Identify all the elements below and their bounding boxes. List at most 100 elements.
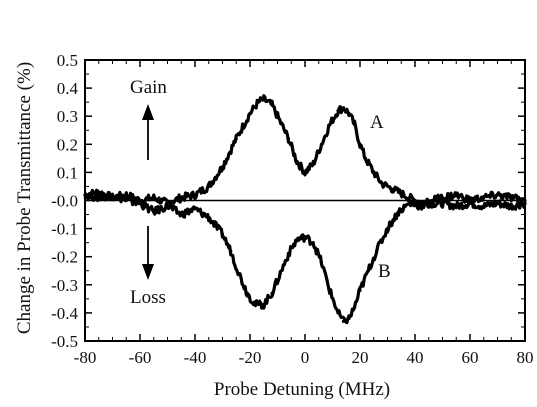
data-point-a: [482, 204, 486, 208]
series-layer: [83, 94, 527, 325]
data-point-b: [229, 249, 233, 253]
series-b-label: B: [378, 261, 391, 282]
data-point-b: [124, 198, 128, 203]
data-point-b: [278, 271, 282, 276]
data-point-a: [256, 100, 260, 104]
data-point-a: [319, 142, 324, 146]
data-point-b: [220, 232, 225, 236]
data-point-a: [347, 111, 351, 115]
data-point-b: [385, 227, 390, 231]
y-tick-label: -0.4: [51, 304, 78, 323]
data-point-a: [193, 193, 197, 197]
x-axis-title: Probe Detuning (MHz): [214, 379, 390, 400]
data-point-a: [286, 137, 291, 141]
data-point-b: [303, 235, 307, 239]
data-point-a: [303, 170, 307, 174]
data-point-b: [193, 207, 197, 211]
y-tick-label: -0.2: [51, 248, 78, 267]
data-point-a: [262, 97, 266, 101]
data-point-a: [454, 204, 458, 208]
data-point-b: [509, 196, 513, 200]
y-axis-title: Change in Probe Transmittance (%): [14, 62, 35, 334]
data-point-a: [295, 159, 299, 163]
data-point-b: [468, 198, 472, 203]
x-tick-label: -20: [239, 348, 262, 367]
data-point-a: [352, 123, 357, 127]
data-point-b: [165, 204, 170, 208]
x-tick-label: 80: [517, 348, 534, 367]
loss-label: Loss: [130, 287, 166, 308]
x-tick-label: 40: [407, 348, 424, 367]
data-point-a: [207, 184, 211, 189]
data-point-a: [311, 162, 315, 166]
data-point-a: [363, 156, 368, 160]
data-point-b: [374, 249, 379, 253]
data-point-a: [328, 123, 332, 127]
data-point-b: [270, 291, 274, 295]
data-point-a: [402, 193, 406, 197]
data-point-a: [509, 204, 513, 208]
data-point-a: [495, 201, 500, 205]
data-point-a: [234, 137, 238, 141]
x-tick-label: 0: [301, 348, 310, 367]
data-point-a: [220, 165, 225, 169]
y-tick-label: -0.3: [51, 276, 78, 295]
data-point-b: [286, 252, 291, 256]
data-point-b: [429, 198, 434, 203]
y-tick-label: 0.2: [57, 135, 78, 154]
data-point-a: [152, 196, 156, 200]
data-point-b: [319, 260, 324, 264]
x-tick-label: -40: [184, 348, 207, 367]
gain-arrow-icon: [142, 104, 154, 160]
data-point-a: [341, 106, 346, 110]
data-point-a: [248, 111, 252, 115]
series-line-b: [83, 190, 526, 325]
data-point-b: [454, 193, 458, 197]
y-tick-label: 0.3: [57, 107, 78, 126]
y-tick-label: 0.4: [57, 79, 79, 98]
y-tick-label: 0.1: [57, 163, 78, 182]
data-point-a: [413, 198, 417, 203]
y-tick-label: -0.1: [51, 220, 78, 239]
data-point-b: [110, 193, 115, 197]
data-point-a: [358, 142, 362, 146]
data-point-a: [275, 114, 280, 118]
data-point-b: [495, 193, 500, 197]
data-point-b: [366, 269, 370, 273]
y-tick-label: -0.0: [51, 192, 78, 211]
data-point-b: [311, 241, 315, 245]
series-a-label: A: [370, 112, 384, 133]
data-point-b: [97, 196, 101, 200]
data-point-b: [237, 271, 241, 276]
data-point-a: [124, 193, 128, 197]
x-tick-label: 60: [462, 348, 479, 367]
data-point-a: [336, 108, 340, 113]
data-point-a: [380, 182, 384, 186]
x-tick-label: -80: [74, 348, 97, 367]
data-point-a: [179, 196, 183, 200]
data-point-b: [358, 288, 362, 293]
data-point-b: [262, 302, 266, 307]
data-point-b: [138, 201, 142, 205]
data-point-b: [179, 212, 183, 217]
x-tick-label: -60: [129, 348, 152, 367]
data-point-b: [341, 319, 346, 323]
x-tick-label: 20: [352, 348, 369, 367]
data-point-b: [396, 210, 401, 214]
gain-label: Gain: [130, 77, 167, 98]
data-point-b: [347, 316, 351, 321]
data-point-b: [207, 215, 211, 219]
data-point-a: [270, 103, 274, 107]
data-point-b: [152, 210, 156, 214]
plot-frame: [84, 59, 526, 342]
y-tick-label: 0.5: [57, 51, 78, 70]
data-point-b: [336, 311, 340, 315]
data-point-a: [372, 170, 376, 174]
y-tick-label: -0.5: [51, 332, 78, 351]
data-point-b: [482, 196, 486, 200]
data-point-b: [418, 204, 423, 208]
data-point-b: [407, 201, 412, 205]
loss-arrow-icon: [142, 226, 154, 280]
data-point-b: [328, 288, 332, 293]
